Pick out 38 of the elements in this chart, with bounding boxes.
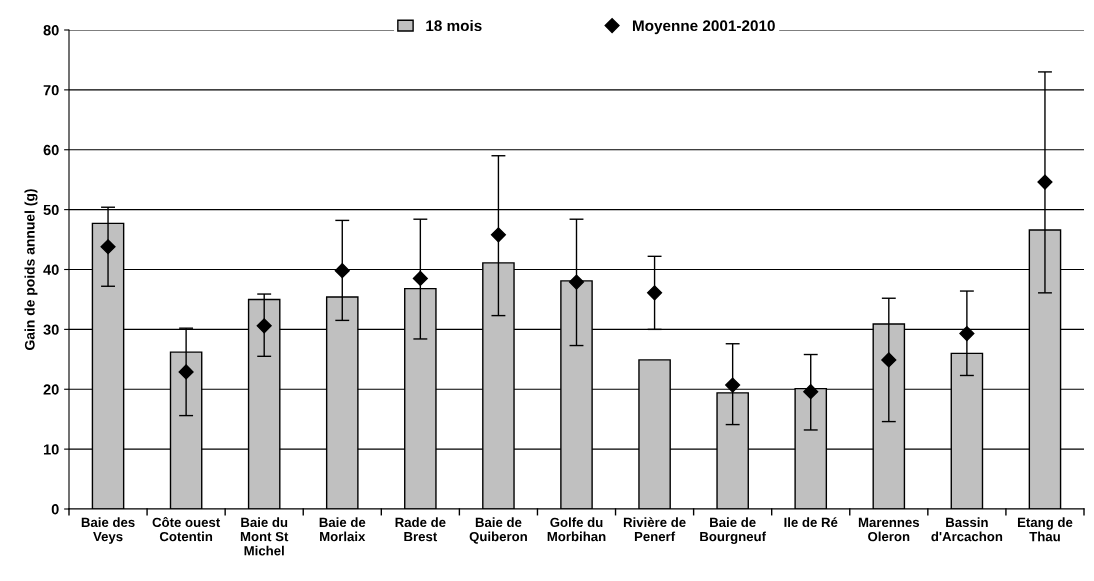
x-tick-label: Marennes Oleron: [858, 517, 920, 542]
x-tick-label: Baie du Mont St Michel: [240, 517, 289, 556]
point: [959, 325, 975, 342]
point: [803, 384, 819, 400]
point: [178, 364, 194, 380]
x-tick-label: Côte ouest Cotentin: [152, 517, 221, 542]
y-tick-label: 80: [43, 25, 59, 36]
legend-label: 18 mois: [426, 19, 482, 32]
y-tick-label: 60: [43, 144, 59, 156]
x-tick-label: Golfe du Morbihan: [547, 517, 606, 542]
y-tick-label: 20: [43, 384, 59, 395]
point: [100, 239, 116, 255]
x-tick-label: Baie de Bourgneuf: [700, 517, 767, 544]
y-tick-label: 30: [43, 324, 59, 335]
y-tick-label: 70: [43, 84, 59, 96]
x-tick-label: Ile de Ré: [784, 517, 838, 528]
y-tick-label: 10: [43, 444, 59, 455]
y-tick-label: 0: [51, 504, 59, 515]
x-tick-label: Rade de Brest: [395, 517, 446, 542]
point: [1037, 174, 1053, 190]
x-tick-label: Baie de Quiberon: [469, 517, 527, 544]
point: [647, 285, 663, 301]
x-tick-label: Baie de Morlaix: [319, 517, 366, 542]
point: [334, 263, 350, 279]
legend-label: Moyenne 2001-2010: [632, 20, 775, 35]
point: [881, 352, 897, 368]
y-tick-label: 50: [43, 204, 59, 216]
point: [256, 318, 272, 334]
point: [412, 270, 428, 287]
point: [490, 227, 506, 243]
x-tick-label: Rivière de Penerf: [623, 517, 686, 542]
point: [568, 274, 585, 290]
x-tick-label: Etang de Thau: [1017, 517, 1073, 542]
y-tick-label: 40: [43, 264, 59, 275]
point: [725, 377, 741, 393]
x-tick-label: Bassin d'Arcachon: [931, 517, 1003, 542]
y-axis-title: Gain de poids annuel (g): [24, 189, 38, 350]
x-tick-label: Baie des Veys: [81, 517, 135, 544]
